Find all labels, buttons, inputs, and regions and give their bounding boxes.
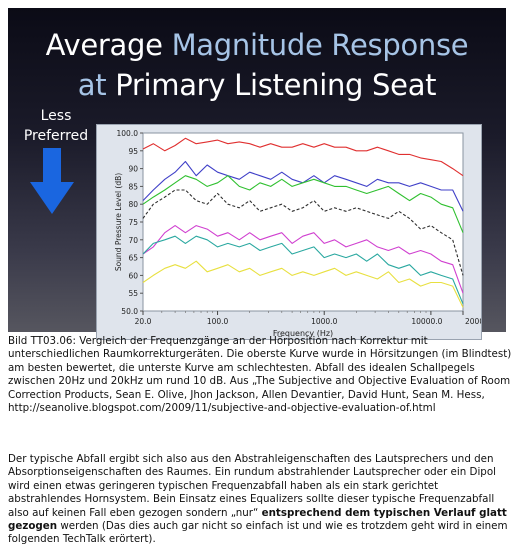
- series-line-5: [142, 225, 464, 294]
- less-label-line1: Less: [40, 108, 72, 124]
- x-tick-label: 20000.0: [465, 317, 481, 326]
- body-text-block: Der typische Abfall ergibt sich also aus…: [8, 453, 512, 547]
- y-tick-label: 100.0: [117, 129, 139, 138]
- y-axis-label: Sound Pressure Level (dB): [114, 173, 123, 271]
- x-axis-label: Frequency (Hz): [273, 329, 333, 338]
- x-tick-label: 1000.0: [311, 317, 337, 326]
- body-text-part2: werden (Das dies auch gar nicht so einfa…: [8, 520, 508, 546]
- title-accent-word: at: [77, 68, 107, 102]
- y-tick-label: 50.0: [121, 307, 138, 316]
- y-tick-label: 90: [128, 165, 138, 174]
- y-tick-label: 75: [128, 218, 138, 227]
- series-line-7: [142, 260, 464, 308]
- body-text-part1: Der typische Abfall ergibt sich also aus…: [8, 453, 496, 519]
- series-line-1: [142, 137, 464, 177]
- y-tick-label: 60: [128, 271, 138, 280]
- chart-panel: 50.0 55 60 65 70 75 80 85 90 95 100.0 20.0 100.0 1000…: [96, 124, 496, 340]
- y-tick-label: 55: [128, 289, 138, 298]
- figure-caption: Bild TT03.06: Vergleich der Frequenzgäng…: [8, 335, 512, 415]
- less-label-line2: Preferred: [23, 128, 89, 144]
- x-tick-label: 100.0: [207, 317, 229, 326]
- series-line-3: [142, 175, 464, 233]
- x-tick-label: 10000.0: [411, 317, 442, 326]
- y-tick-label: 70: [128, 236, 138, 245]
- caption-text: Bild TT03.06: Vergleich der Frequenzgäng…: [8, 335, 512, 415]
- y-tick-label: 80: [128, 200, 138, 209]
- series-line-6: [142, 235, 464, 305]
- series-line-4: [142, 189, 464, 276]
- less-preferred-label: Less Preferred: [14, 106, 98, 146]
- title-accent-text: Magnitude Response: [171, 28, 469, 62]
- down-arrow-icon: [30, 148, 74, 214]
- body-paragraph: Der typische Abfall ergibt sich also aus…: [8, 453, 512, 547]
- frequency-response-chart: 50.0 55 60 65 70 75 80 85 90 95 100.0 20.0 100.0 1000…: [114, 129, 496, 338]
- slide-title-line1: Average Magnitude Response: [45, 28, 469, 62]
- x-tick-label: 20.0: [135, 317, 152, 326]
- presentation-slide: Average Magnitude Response at Primary Li…: [8, 8, 506, 340]
- y-tick-label: 85: [128, 182, 138, 191]
- slide-title-line2: at Primary Listening Seat: [77, 68, 437, 102]
- y-tick-label: 65: [128, 254, 138, 263]
- body-text-bold: entsprechend dem typischen Verlauf glatt…: [8, 506, 507, 533]
- y-tick-label: 95: [128, 147, 138, 156]
- plot-area: [142, 132, 464, 312]
